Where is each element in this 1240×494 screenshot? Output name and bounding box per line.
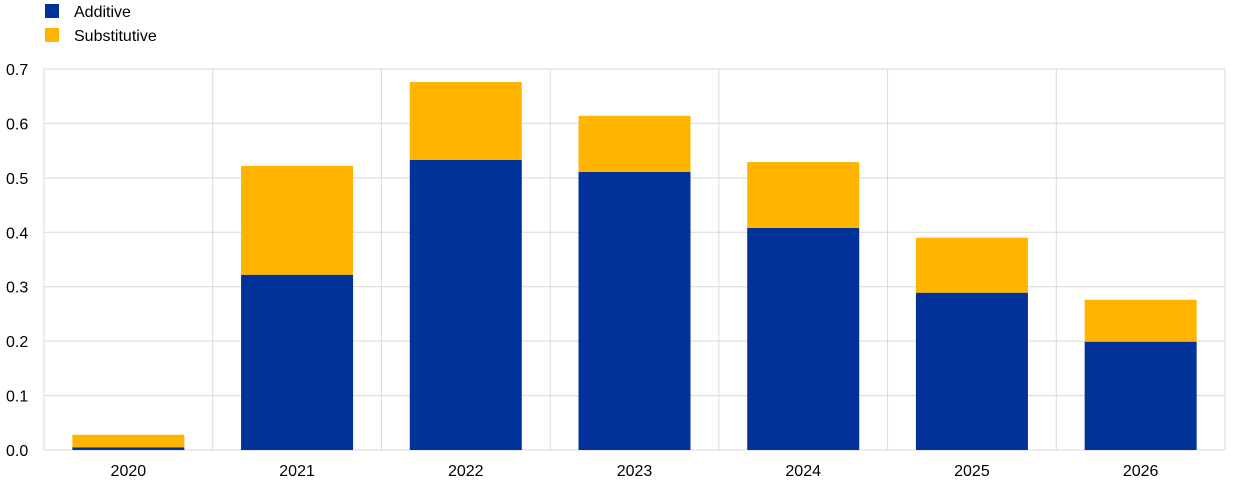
y-tick-label: 0.0 [6, 443, 28, 460]
x-tick-label: 2025 [954, 463, 990, 480]
y-tick-label: 0.4 [6, 225, 28, 242]
bar-substitutive-2026 [1084, 299, 1197, 342]
legend-label-substitutive: Substitutive [74, 28, 157, 45]
bar-substitutive-2022 [409, 82, 522, 160]
x-tick-label: 2020 [111, 463, 147, 480]
x-tick-label: 2022 [448, 463, 484, 480]
y-tick-label: 0.7 [6, 62, 28, 79]
bar-additive-2026 [1084, 341, 1197, 450]
x-tick-label: 2024 [785, 463, 821, 480]
y-tick-label: 0.6 [6, 116, 28, 133]
bar-substitutive-2023 [578, 115, 691, 172]
x-tick-label: 2023 [617, 463, 653, 480]
y-tick-label: 0.3 [6, 280, 28, 297]
bar-additive-2020 [72, 447, 185, 450]
bar-additive-2022 [409, 159, 522, 450]
bar-additive-2021 [241, 274, 354, 450]
bar-substitutive-2021 [241, 165, 354, 275]
bar-substitutive-2024 [747, 162, 860, 228]
bar-substitutive-2025 [915, 237, 1028, 293]
bar-additive-2025 [915, 292, 1028, 450]
legend-label-additive: Additive [74, 4, 131, 21]
bar-additive-2023 [578, 171, 691, 450]
y-tick-label: 0.1 [6, 389, 28, 406]
y-tick-label: 0.2 [6, 334, 28, 351]
bar-substitutive-2020 [72, 434, 185, 448]
legend-swatch-substitutive [45, 28, 59, 42]
x-tick-label: 2021 [279, 463, 315, 480]
x-tick-label: 2026 [1123, 463, 1159, 480]
bar-additive-2024 [747, 227, 860, 450]
y-tick-label: 0.5 [6, 171, 28, 188]
legend-swatch-additive [45, 4, 59, 18]
